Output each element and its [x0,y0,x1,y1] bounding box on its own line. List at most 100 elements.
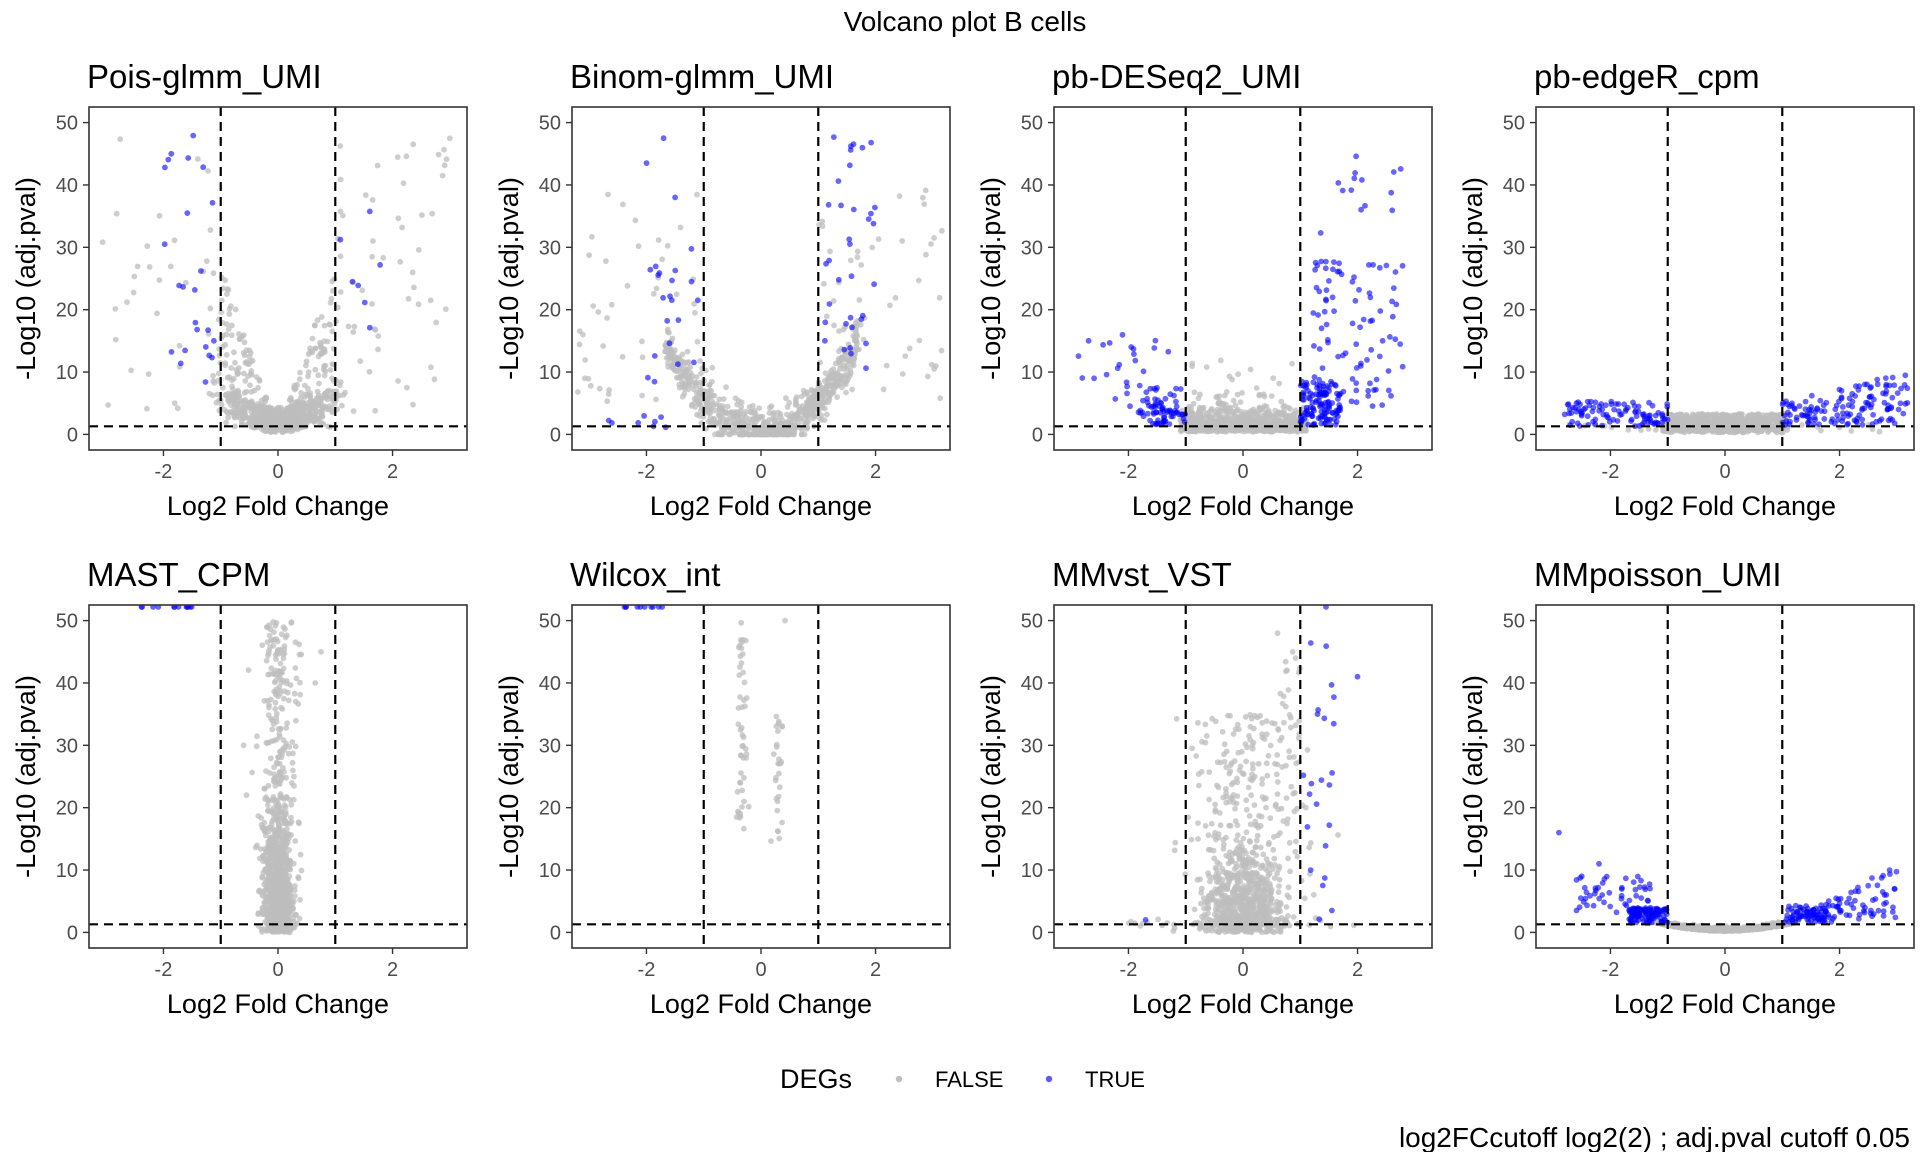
deg-point [1124,390,1130,397]
nonsig-point [314,388,321,395]
nonsig-point [286,898,293,904]
nonsig-point [1876,428,1883,435]
nonsig-point [256,887,263,894]
nonsig-point [689,401,695,408]
nonsig-point [428,364,434,371]
deg-point [185,155,192,161]
deg-point [1340,388,1347,395]
deg-point [1322,404,1328,410]
deg-point [1106,340,1113,346]
nonsig-point [394,154,401,161]
nonsig-point [659,256,665,263]
nonsig-point [790,431,797,438]
nonsig-point [730,428,737,435]
deg-point [192,319,199,326]
nonsig-point [1232,428,1238,434]
nonsig-point [419,212,425,219]
nonsig-point [264,802,271,808]
nonsig-point [681,390,688,397]
nonsig-point [1673,412,1679,419]
deg-point [1326,416,1332,423]
deg-point [168,150,175,157]
deg-point [1615,401,1622,407]
y-tick-label: 50 [539,113,561,135]
deg-point [1320,383,1327,390]
deg-point [850,206,857,213]
deg-point [1383,262,1390,269]
deg-point [1791,406,1798,412]
deg-point [660,135,667,142]
nonsig-point [429,210,436,217]
nonsig-point [605,191,611,198]
nonsig-point [350,408,357,414]
points-deg [161,132,383,385]
nonsig-point [850,362,857,369]
deg-point [1176,411,1182,418]
deg-point [176,282,183,289]
deg-point [1379,402,1386,408]
nonsig-point [171,237,178,244]
deg-point [1366,262,1372,268]
nonsig-point [210,270,217,277]
nonsig-point [1753,413,1760,420]
nonsig-point [261,826,267,833]
figure-title: Volcano plot B cells [844,6,1087,37]
nonsig-point [732,414,739,421]
nonsig-point [709,364,716,371]
deg-point [1578,412,1585,419]
nonsig-point [635,243,642,250]
nonsig-point [1237,399,1244,405]
nonsig-point [850,333,857,339]
x-tick-label: -2 [638,461,656,483]
nonsig-point [677,224,684,231]
nonsig-point [339,402,345,409]
deg-point [1323,287,1330,294]
nonsig-point [215,377,222,384]
plot-background [89,107,467,450]
nonsig-point [1247,366,1254,373]
nonsig-point [694,338,701,345]
nonsig-point [1695,413,1702,420]
y-axis-label: -Log10 (adj.pval) [494,177,524,380]
nonsig-point [223,408,230,415]
deg-point [1898,385,1904,392]
deg-point [859,144,866,151]
nonsig-point [112,306,119,312]
deg-point [848,273,855,280]
nonsig-point [710,416,717,422]
deg-point [1315,312,1321,318]
nonsig-point [587,382,594,389]
nonsig-point [242,397,249,403]
deg-point [1392,269,1399,275]
nonsig-point [253,374,260,380]
nonsig-point [829,378,836,385]
nonsig-point [305,414,311,421]
nonsig-point [740,417,746,423]
deg-point [1323,296,1329,303]
nonsig-point [370,238,376,244]
deg-point [1786,421,1793,428]
deg-point [1904,400,1911,406]
deg-point [1576,423,1583,429]
nonsig-point [249,413,255,420]
deg-point [645,374,651,381]
deg-point [863,365,869,372]
deg-point [1348,187,1355,194]
deg-point [1653,419,1659,426]
nonsig-point [723,384,729,391]
nonsig-point [791,426,798,432]
nonsig-point [706,382,712,388]
nonsig-point [825,394,832,401]
deg-point [1323,321,1330,328]
nonsig-point [288,814,294,821]
nonsig-point [852,320,859,326]
nonsig-point [653,396,659,403]
nonsig-point [1230,397,1237,404]
deg-point [361,299,368,306]
deg-point [168,349,175,355]
nonsig-point [801,391,808,397]
nonsig-point [1225,417,1232,424]
nonsig-point [1679,418,1686,425]
deg-point [377,262,383,268]
